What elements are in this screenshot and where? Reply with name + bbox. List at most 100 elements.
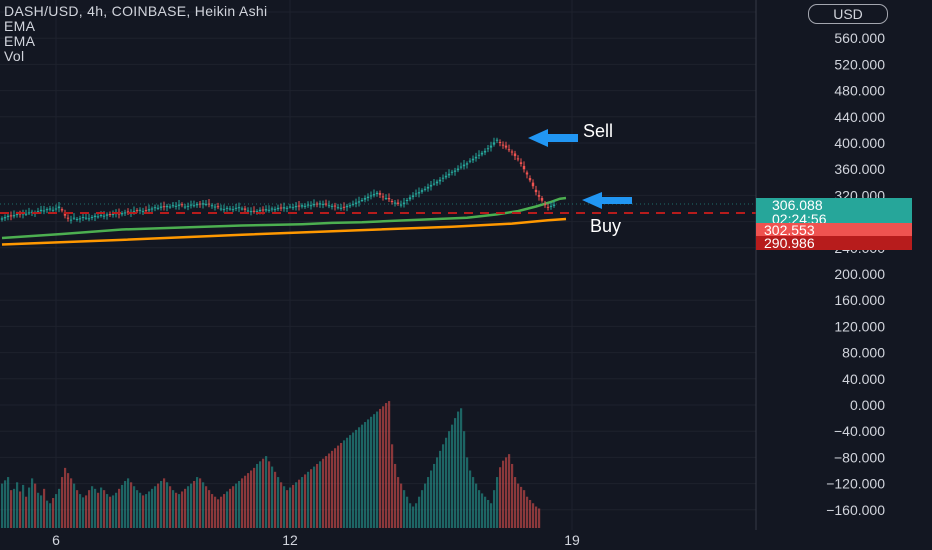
volume-bar <box>196 477 199 528</box>
candle-body <box>156 207 160 209</box>
candle-body <box>93 215 97 218</box>
volume-bar <box>190 483 193 528</box>
candle-body <box>525 172 529 175</box>
volume-bar <box>427 477 430 528</box>
candle-body <box>135 210 139 212</box>
candle-body <box>360 199 364 201</box>
y-tick-label: 0.000 <box>850 397 885 413</box>
volume-bar <box>43 488 46 528</box>
volume-bar <box>136 490 139 528</box>
candle-body <box>174 205 178 207</box>
volume-bar <box>508 454 511 528</box>
legend-ema-1[interactable]: EMA <box>4 18 36 34</box>
y-tick-label: 120.000 <box>834 318 885 334</box>
volume-bar <box>250 470 253 528</box>
legend-ema-2[interactable]: EMA <box>4 33 36 49</box>
volume-bar <box>391 444 394 528</box>
volume-bar <box>22 484 25 528</box>
candle-body <box>348 205 352 207</box>
volume-bar <box>271 466 274 528</box>
currency-button[interactable]: USD <box>808 4 888 24</box>
candle-body <box>213 206 217 208</box>
volume-bar <box>145 494 148 528</box>
volume-bar <box>328 453 331 528</box>
volume-bar <box>526 496 529 528</box>
candle-body <box>285 207 289 209</box>
volume-bar <box>64 467 67 528</box>
candle-body <box>477 154 481 156</box>
volume-bar <box>484 496 487 528</box>
volume-bar <box>460 408 463 528</box>
candles <box>0 137 556 224</box>
candle-body <box>390 200 394 202</box>
legend-volume[interactable]: Vol <box>4 48 25 64</box>
candle-body <box>207 203 211 205</box>
candle-body <box>210 205 214 207</box>
volume-bar <box>346 437 349 528</box>
candle-body <box>123 212 127 214</box>
candle-body <box>549 205 553 207</box>
volume-bar <box>313 466 316 528</box>
volume-bar <box>139 492 142 528</box>
y-tick-label: 200.000 <box>834 266 885 282</box>
candle-body <box>513 153 517 157</box>
buy-annotation: Buy <box>590 216 622 236</box>
volume-bar <box>67 473 70 528</box>
volume-bar <box>481 493 484 528</box>
candle-body <box>228 208 232 210</box>
candle-body <box>99 215 103 217</box>
volume-bar <box>109 496 112 528</box>
candle-body <box>45 209 49 211</box>
candle-body <box>366 196 370 199</box>
volume-bar <box>286 490 289 528</box>
candle-body <box>423 188 427 190</box>
candle-body <box>351 203 355 205</box>
candle-body <box>3 217 7 219</box>
candle-body <box>336 207 340 209</box>
candle-body <box>0 218 4 220</box>
candle-body <box>81 217 85 219</box>
sell-arrow-icon <box>528 129 578 147</box>
volume-bar <box>361 424 364 528</box>
volume-bar <box>100 487 103 528</box>
candle-body <box>264 209 268 211</box>
volume-bar <box>409 503 412 528</box>
volume-bar <box>463 431 466 528</box>
volume-bar <box>421 490 424 528</box>
volume-bar <box>469 470 472 528</box>
legend-symbol[interactable]: DASH/USD, 4h, COINBASE, Heikin Ashi <box>4 3 268 19</box>
volume-bar <box>487 499 490 528</box>
volume-bar <box>475 483 478 528</box>
candle-body <box>168 206 172 208</box>
candle-body <box>519 162 523 164</box>
candle-body <box>240 208 244 210</box>
volume-bar <box>412 506 415 528</box>
x-tick-label: 6 <box>52 532 60 548</box>
candle-body <box>27 212 31 214</box>
volume-bar <box>25 496 28 528</box>
candle-body <box>372 194 376 196</box>
volume-bar <box>211 494 214 528</box>
volume-bar <box>31 478 34 528</box>
volume-bar <box>358 427 361 528</box>
candle-body <box>159 206 163 208</box>
volume-bar <box>142 495 145 528</box>
candle-body <box>444 175 448 178</box>
volume-bar <box>76 490 79 528</box>
candle-body <box>486 148 490 150</box>
volume-bar <box>382 406 385 528</box>
volume-bar <box>454 418 457 528</box>
volume-bar <box>535 506 538 528</box>
volume-bar <box>364 422 367 528</box>
y-tick-label: 80.000 <box>842 345 885 361</box>
volume-bar <box>253 467 256 528</box>
candle-body <box>504 145 508 148</box>
y-tick-label: 480.000 <box>834 83 885 99</box>
volume-bar <box>400 483 403 528</box>
candle-body <box>309 205 313 207</box>
candle-body <box>9 215 13 217</box>
volume-bar <box>499 467 502 528</box>
volume-bar <box>466 457 469 528</box>
chart-legend: DASH/USD, 4h, COINBASE, Heikin Ashi EMA … <box>4 4 267 64</box>
